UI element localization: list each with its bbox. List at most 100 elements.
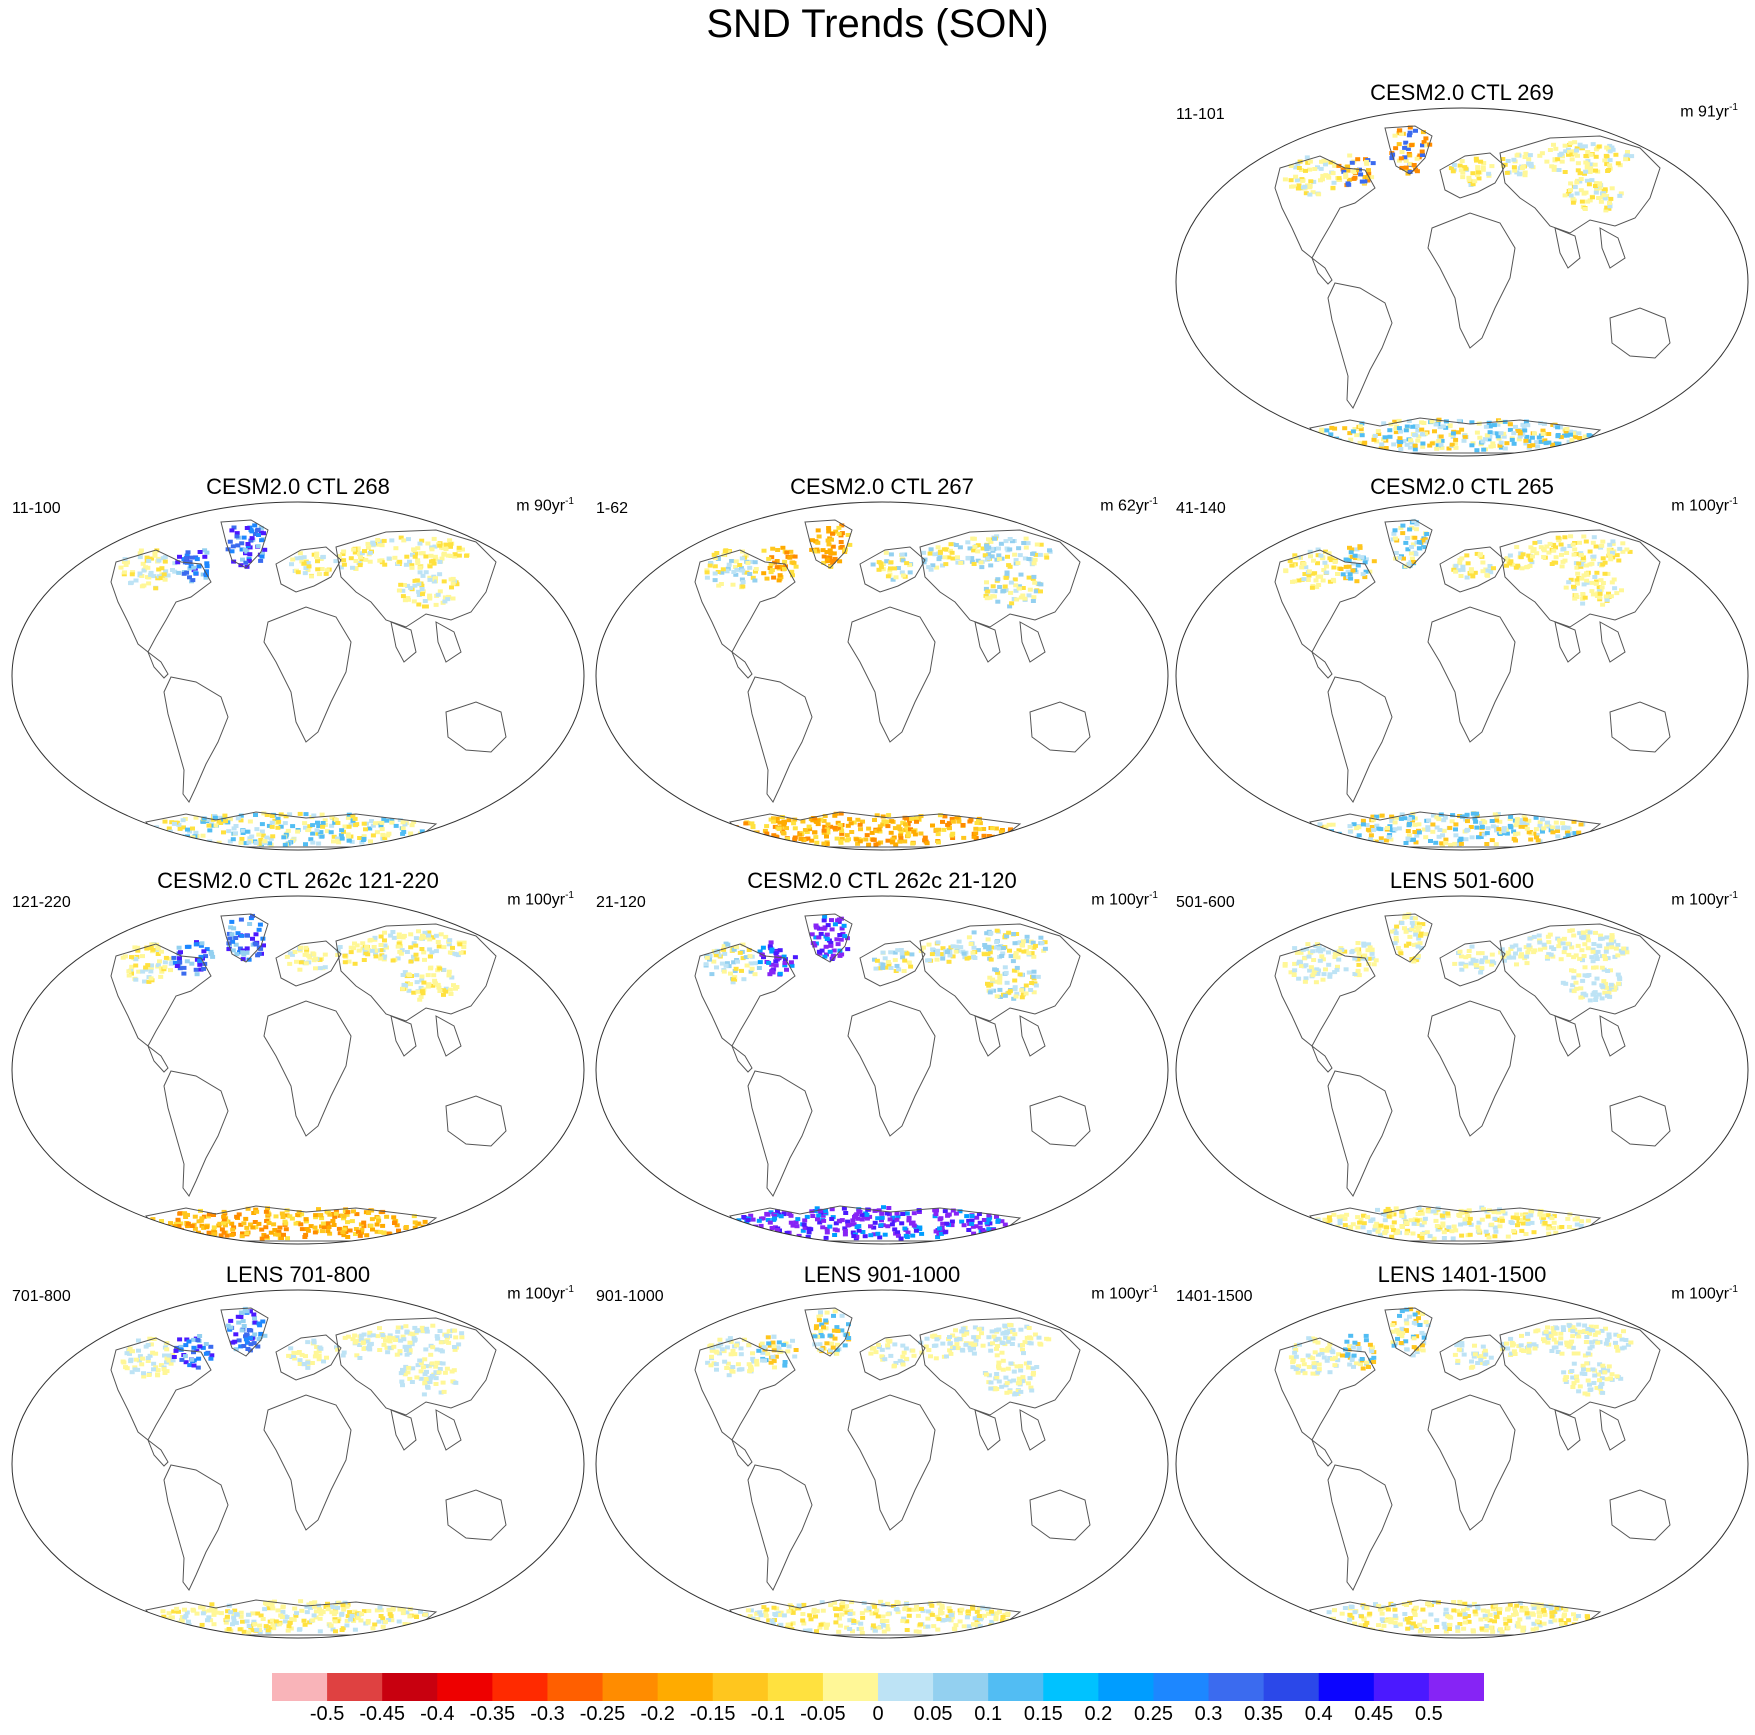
snow-trend-cell: [844, 833, 850, 838]
snow-trend-cell: [148, 1616, 154, 1621]
snow-trend-cell: [782, 820, 787, 825]
snow-trend-cell: [1514, 545, 1520, 550]
snow-trend-cell: [314, 828, 320, 833]
snow-trend-cell: [1568, 577, 1574, 582]
snow-trend-cell: [988, 539, 994, 544]
snow-trend-cell: [888, 966, 894, 970]
snow-trend-cell: [433, 933, 439, 938]
snow-trend-cell: [314, 551, 320, 556]
snow-trend-cell: [231, 559, 237, 564]
snow-trend-cell: [1577, 931, 1583, 936]
snow-trend-cell: [731, 947, 737, 952]
snow-trend-cell: [456, 1342, 462, 1347]
snow-trend-cell: [1397, 949, 1403, 954]
snow-trend-cell: [873, 966, 879, 971]
snow-trend-cell: [842, 1232, 848, 1237]
snow-trend-cell: [782, 963, 788, 968]
snow-trend-cell: [1417, 941, 1423, 946]
snow-trend-cell: [999, 556, 1005, 561]
snow-trend-cell: [390, 958, 396, 963]
snow-trend-cell: [1604, 993, 1610, 998]
snow-trend-cell: [1478, 835, 1484, 839]
snow-trend-cell: [1484, 842, 1490, 846]
snow-trend-cell: [1342, 949, 1348, 954]
snow-trend-cell: [303, 961, 309, 966]
snow-trend-cell: [783, 564, 788, 569]
snow-trend-cell: [333, 559, 339, 564]
snow-trend-cell: [934, 957, 940, 962]
snow-trend-cell: [277, 1225, 283, 1230]
snow-trend-cell: [1496, 827, 1502, 832]
snow-trend-cell: [955, 555, 960, 560]
snow-trend-cell: [744, 963, 750, 968]
snow-trend-cell: [335, 1347, 341, 1352]
snow-trend-cell: [888, 830, 894, 835]
snow-trend-cell: [1406, 561, 1412, 566]
snow-trend-cell: [857, 822, 863, 827]
map-panel: CESM2.0 CTL 262c 121-220 121-220 m 100yr-1: [6, 868, 590, 1252]
snow-trend-cell: [821, 926, 827, 931]
snow-trend-cell: [1429, 441, 1435, 446]
snow-trend-cell: [422, 1372, 428, 1377]
snow-trend-cell: [1408, 438, 1414, 443]
snow-trend-cell: [924, 841, 930, 846]
snow-trend-cell: [283, 1221, 289, 1226]
snow-trend-cell: [987, 975, 993, 980]
coastline: [145, 811, 438, 848]
snow-trend-cell: [1584, 578, 1590, 583]
snow-trend-cell: [1481, 1207, 1486, 1212]
snow-trend-cell: [1526, 830, 1532, 835]
snow-trend-cell: [327, 1231, 333, 1236]
snow-trend-cell: [202, 548, 208, 553]
snow-trend-cell: [888, 552, 894, 557]
snow-trend-cell: [1419, 1208, 1425, 1213]
snow-trend-cell: [316, 1353, 322, 1358]
snow-trend-cell: [839, 523, 845, 528]
snow-trend-cell: [446, 594, 452, 599]
snow-trend-cell: [146, 559, 152, 563]
snow-trend-cell: [1314, 828, 1320, 832]
snow-trend-cell: [1494, 818, 1500, 823]
snow-trend-cell: [460, 547, 465, 552]
snow-trend-cell: [386, 1231, 392, 1236]
snow-trend-cell: [1483, 424, 1489, 429]
snow-trend-cell: [1298, 960, 1303, 965]
snow-trend-cell: [839, 829, 845, 833]
coastline: [1609, 1095, 1671, 1147]
snow-trend-cell: [737, 950, 743, 955]
snow-trend-cell: [1393, 430, 1399, 435]
snow-trend-cell: [868, 1233, 874, 1238]
snow-trend-cell: [437, 589, 443, 594]
snow-trend-cell: [866, 826, 872, 831]
snow-trend-cell: [879, 1215, 885, 1220]
snow-trend-cell: [444, 1339, 450, 1344]
snow-trend-cell: [1555, 834, 1561, 839]
snow-trend-cell: [315, 567, 321, 572]
snow-trend-cell: [1346, 182, 1352, 187]
snow-trend-cell: [879, 1218, 884, 1223]
snow-trend-cell: [982, 553, 988, 558]
snow-trend-cell: [906, 833, 912, 838]
snow-trend-cell: [449, 951, 455, 955]
snow-trend-cell: [1314, 942, 1320, 947]
snow-trend-cell: [838, 825, 844, 830]
snow-trend-cell: [1601, 954, 1607, 959]
snow-trend-cell: [268, 836, 274, 841]
snow-trend-cell: [839, 831, 845, 836]
snow-trend-cell: [1513, 823, 1519, 828]
snow-trend-cell: [1002, 965, 1008, 970]
snow-trend-cell: [247, 1348, 253, 1353]
snow-trend-cell: [351, 547, 357, 552]
snow-trend-cell: [1511, 1229, 1517, 1233]
snow-trend-cell: [748, 961, 754, 966]
snow-trend-cell: [351, 946, 357, 951]
snow-trend-cell: [821, 554, 827, 559]
snow-trend-cell: [1003, 575, 1009, 580]
snow-trend-cell: [331, 1223, 337, 1227]
snow-trend-cell: [1310, 973, 1316, 978]
snow-trend-cell: [983, 586, 989, 591]
snow-trend-cell: [1393, 146, 1399, 151]
snow-trend-cell: [1464, 828, 1470, 833]
snow-trend-cell: [941, 827, 947, 832]
snow-trend-cell: [1470, 171, 1476, 176]
